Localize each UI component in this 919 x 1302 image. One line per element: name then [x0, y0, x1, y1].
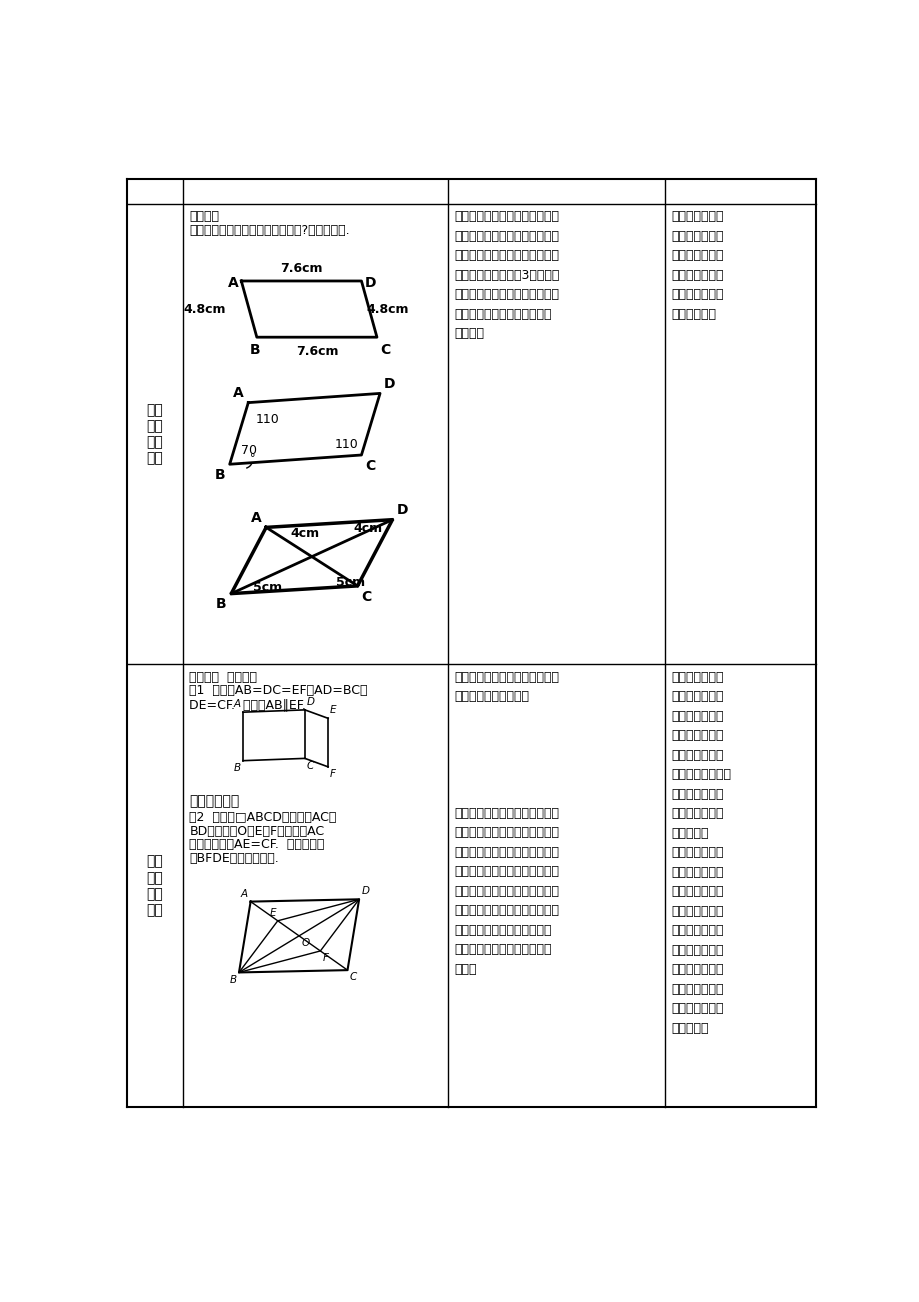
Text: D: D — [306, 697, 314, 707]
Text: 5cm: 5cm — [336, 575, 365, 589]
Text: 合作学习二：: 合作学习二： — [189, 794, 239, 807]
Text: A: A — [240, 888, 247, 898]
Text: 4.8cm: 4.8cm — [183, 302, 225, 315]
Text: C: C — [361, 590, 371, 604]
Text: 7.6cm: 7.6cm — [279, 262, 323, 275]
Text: 定理
判断
强化
理解: 定理 判断 强化 理解 — [146, 402, 163, 466]
Text: B: B — [214, 469, 225, 482]
Text: 4cm: 4cm — [353, 522, 382, 535]
Text: A: A — [251, 512, 261, 525]
Text: A: A — [233, 387, 244, 400]
Text: 活动四：: 活动四： — [189, 210, 219, 223]
Text: D: D — [364, 276, 376, 289]
Text: A: A — [233, 699, 240, 710]
Text: E: E — [329, 706, 335, 715]
Text: 学生独立思考形成思路，由学生
口述证法，教师板演。: 学生独立思考形成思路，由学生 口述证法，教师板演。 — [454, 671, 559, 703]
Text: D: D — [383, 378, 395, 391]
Text: 形BFDE是平行四边形.: 形BFDE是平行四边形. — [189, 853, 278, 866]
Text: 活动五：  例题解析: 活动五： 例题解析 — [189, 671, 257, 684]
Text: 例1  如图，AB=DC=EF，AD=BC，: 例1 如图，AB=DC=EF，AD=BC， — [189, 685, 368, 698]
Text: 运用
定理
解决
问题: 运用 定理 解决 问题 — [146, 854, 163, 917]
Text: C: C — [365, 458, 375, 473]
Text: B: B — [230, 975, 236, 984]
Text: D: D — [361, 887, 369, 896]
Text: 例2  如图，□ABCD的对角线AC，: 例2 如图，□ABCD的对角线AC， — [189, 811, 336, 824]
Text: 在平行四边形证
明中，常用的是
利用边或对角线
进行证明。由于
书上的例题只涉
及对角线的证法，
所以增加此例，
同时示范证明过
程的写法。
并通过对例题的
分: 在平行四边形证 明中，常用的是 利用边或对角线 进行证明。由于 书上的例题只涉 … — [671, 671, 731, 1035]
Text: 70: 70 — [240, 444, 256, 457]
Text: 7.6cm: 7.6cm — [295, 345, 338, 358]
Text: B: B — [250, 344, 260, 357]
Text: E: E — [269, 907, 276, 918]
Text: C: C — [349, 973, 357, 983]
Text: 先由学生独立思考。若学生有思
路，则由学生先说思路，然后教
师追问：你是怎样想到的？若学
生没有思路，教师引导学生分析
从条件出发，你能想到的结论有
哪些？从要: 先由学生独立思考。若学生有思 路，则由学生先说思路，然后教 师追问：你是怎样想到… — [454, 807, 559, 976]
Text: D: D — [396, 504, 407, 517]
Text: 4.8cm: 4.8cm — [366, 302, 408, 315]
Text: 110: 110 — [334, 439, 357, 452]
Text: 判断下列四边形是否是平行四边形?并说明理由.: 判断下列四边形是否是平行四边形?并说明理由. — [189, 224, 349, 237]
Text: 5cm: 5cm — [253, 581, 282, 594]
Text: 4cm: 4cm — [290, 527, 319, 540]
Text: 110: 110 — [255, 414, 279, 427]
Text: A: A — [227, 276, 238, 289]
Text: °: ° — [250, 453, 255, 462]
Text: 这组判别题的难
度较小，体现知
识的直接运用。
直接运用已学的
三种平行四边形
的判定方法。: 这组判别题的难 度较小，体现知 识的直接运用。 直接运用已学的 三种平行四边形 … — [671, 210, 723, 320]
Text: 上的两点，且AE=CF.  求证：四边: 上的两点，且AE=CF. 求证：四边 — [189, 838, 324, 852]
Text: B: B — [233, 763, 240, 773]
Text: F: F — [323, 953, 328, 963]
Text: F: F — [329, 769, 335, 779]
Text: B: B — [216, 598, 226, 612]
Text: C: C — [380, 344, 390, 357]
Text: DE=CF.  求证：AB∥EF.: DE=CF. 求证：AB∥EF. — [189, 698, 306, 711]
Text: C: C — [306, 760, 313, 771]
Text: 学生抢答并说出判定的依据，教
师组织学生进行评价。而且根据
学生已有的知识结构（平行四边
形的判定方法），这3个问题对
学生没有困难，教师只需作适当
引导学生说: 学生抢答并说出判定的依据，教 师组织学生进行评价。而且根据 学生已有的知识结构（… — [454, 210, 560, 340]
Text: BD相交于点O，E，F是对角线AC: BD相交于点O，E，F是对角线AC — [189, 824, 324, 837]
Text: O: O — [301, 939, 309, 948]
